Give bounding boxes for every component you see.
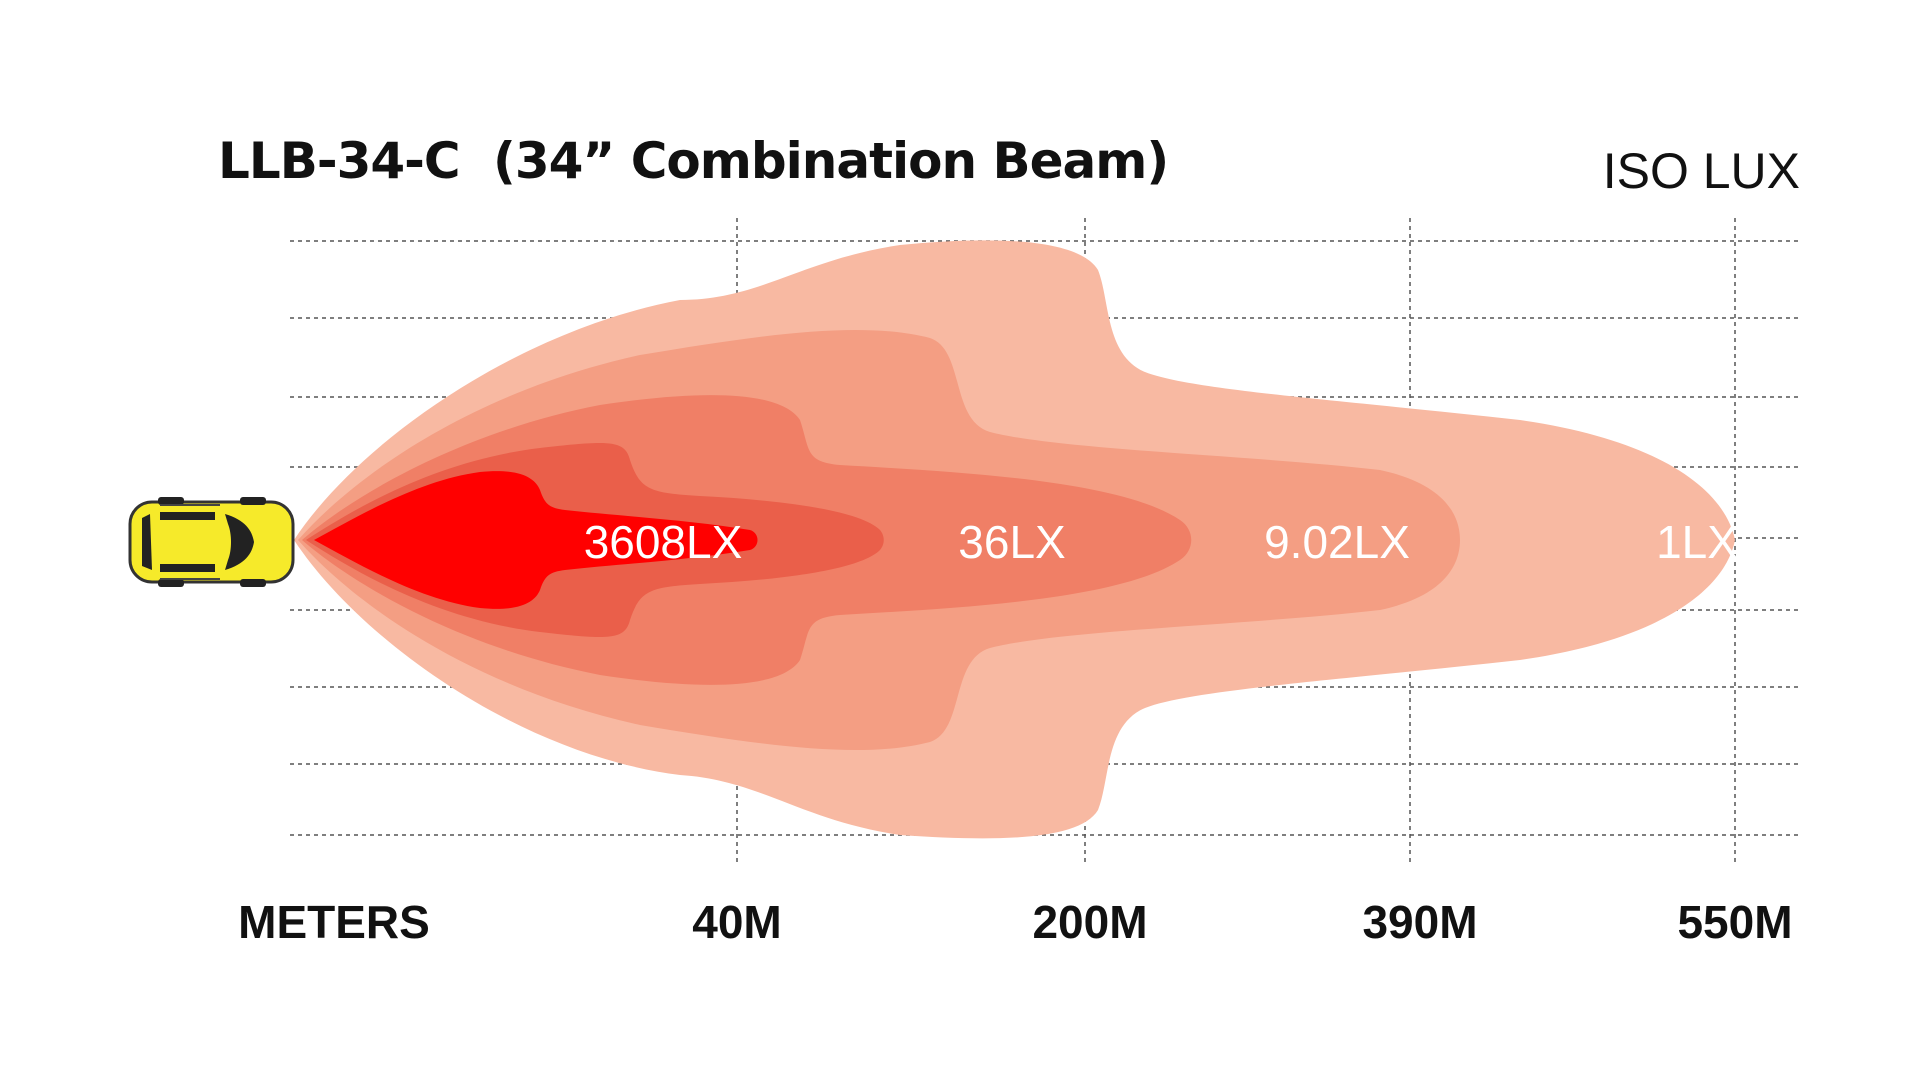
model-title: LLB-34-C [218,132,461,190]
tick-label-390m: 390M [1362,896,1477,948]
beam-description: (34” Combination Beam) [493,132,1169,190]
tick-label-40m: 40M [692,896,781,948]
car-top-view-icon [128,497,295,587]
zone-3608lx [314,471,758,609]
zone-label-1lx: 1LX [1656,516,1738,568]
zone-label-3608lx: 3608LX [584,516,743,568]
tick-label-550m: 550M [1677,896,1792,948]
iso-lux-label: ISO LUX [1602,143,1800,199]
zone-label-36lx: 36LX [958,516,1065,568]
zone-label-9lx: 9.02LX [1264,516,1410,568]
tick-label-200m: 200M [1032,896,1147,948]
meters-axis-label: METERS [238,896,430,948]
